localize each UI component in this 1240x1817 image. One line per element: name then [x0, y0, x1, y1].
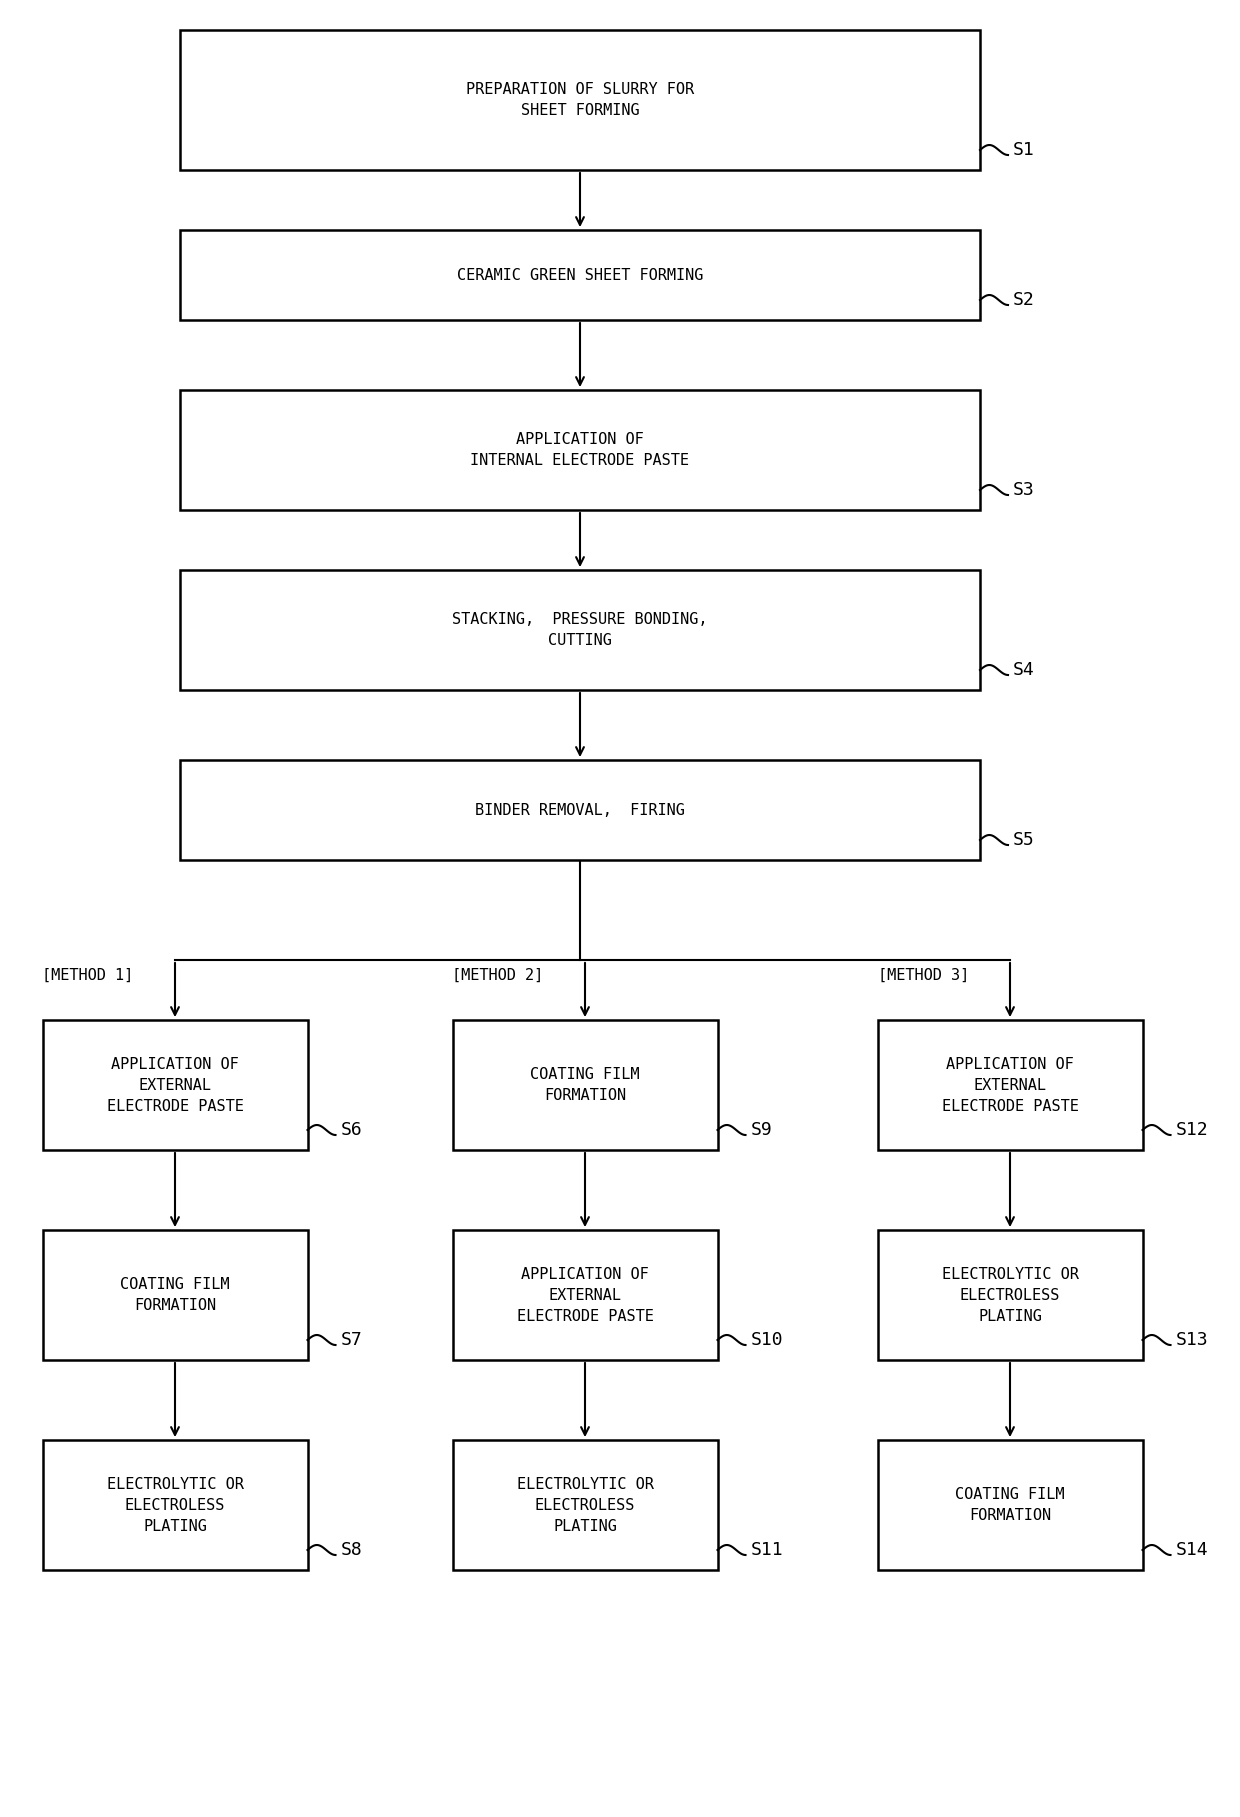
Text: [METHOD 2]: [METHOD 2]	[453, 967, 544, 983]
Text: COATING FILM
FORMATION: COATING FILM FORMATION	[120, 1277, 229, 1314]
Text: ELECTROLYTIC OR
ELECTROLESS
PLATING: ELECTROLYTIC OR ELECTROLESS PLATING	[107, 1477, 243, 1534]
Text: APPLICATION OF
INTERNAL ELECTRODE PASTE: APPLICATION OF INTERNAL ELECTRODE PASTE	[470, 432, 689, 469]
Text: S5: S5	[1013, 830, 1034, 849]
FancyBboxPatch shape	[878, 1019, 1142, 1150]
FancyBboxPatch shape	[453, 1230, 718, 1359]
Text: [METHOD 3]: [METHOD 3]	[878, 967, 968, 983]
FancyBboxPatch shape	[180, 231, 980, 320]
FancyBboxPatch shape	[180, 571, 980, 690]
FancyBboxPatch shape	[180, 31, 980, 171]
Text: S10: S10	[750, 1332, 784, 1348]
Text: S7: S7	[341, 1332, 362, 1348]
Text: APPLICATION OF
EXTERNAL
ELECTRODE PASTE: APPLICATION OF EXTERNAL ELECTRODE PASTE	[107, 1056, 243, 1114]
Text: S3: S3	[1013, 482, 1034, 500]
Text: APPLICATION OF
EXTERNAL
ELECTRODE PASTE: APPLICATION OF EXTERNAL ELECTRODE PASTE	[517, 1266, 653, 1323]
Text: BINDER REMOVAL,  FIRING: BINDER REMOVAL, FIRING	[475, 803, 684, 818]
Text: S8: S8	[341, 1541, 362, 1559]
FancyBboxPatch shape	[180, 760, 980, 859]
Text: COATING FILM
FORMATION: COATING FILM FORMATION	[955, 1486, 1065, 1523]
Text: S13: S13	[1176, 1332, 1208, 1348]
Text: S4: S4	[1013, 661, 1034, 680]
Text: COATING FILM
FORMATION: COATING FILM FORMATION	[531, 1067, 640, 1103]
FancyBboxPatch shape	[453, 1019, 718, 1150]
Text: S1: S1	[1013, 142, 1034, 160]
Text: S14: S14	[1176, 1541, 1208, 1559]
FancyBboxPatch shape	[42, 1441, 308, 1570]
Text: S9: S9	[750, 1121, 773, 1139]
Text: S11: S11	[750, 1541, 784, 1559]
Text: S2: S2	[1013, 291, 1034, 309]
Text: CERAMIC GREEN SHEET FORMING: CERAMIC GREEN SHEET FORMING	[456, 267, 703, 282]
Text: ELECTROLYTIC OR
ELECTROLESS
PLATING: ELECTROLYTIC OR ELECTROLESS PLATING	[941, 1266, 1079, 1323]
FancyBboxPatch shape	[878, 1441, 1142, 1570]
FancyBboxPatch shape	[42, 1230, 308, 1359]
Text: STACKING,  PRESSURE BONDING,
CUTTING: STACKING, PRESSURE BONDING, CUTTING	[453, 612, 708, 649]
FancyBboxPatch shape	[180, 391, 980, 511]
Text: S12: S12	[1176, 1121, 1208, 1139]
FancyBboxPatch shape	[453, 1441, 718, 1570]
Text: PREPARATION OF SLURRY FOR
SHEET FORMING: PREPARATION OF SLURRY FOR SHEET FORMING	[466, 82, 694, 118]
Text: ELECTROLYTIC OR
ELECTROLESS
PLATING: ELECTROLYTIC OR ELECTROLESS PLATING	[517, 1477, 653, 1534]
Text: APPLICATION OF
EXTERNAL
ELECTRODE PASTE: APPLICATION OF EXTERNAL ELECTRODE PASTE	[941, 1056, 1079, 1114]
Text: S6: S6	[341, 1121, 362, 1139]
FancyBboxPatch shape	[42, 1019, 308, 1150]
FancyBboxPatch shape	[878, 1230, 1142, 1359]
Text: [METHOD 1]: [METHOD 1]	[42, 967, 134, 983]
